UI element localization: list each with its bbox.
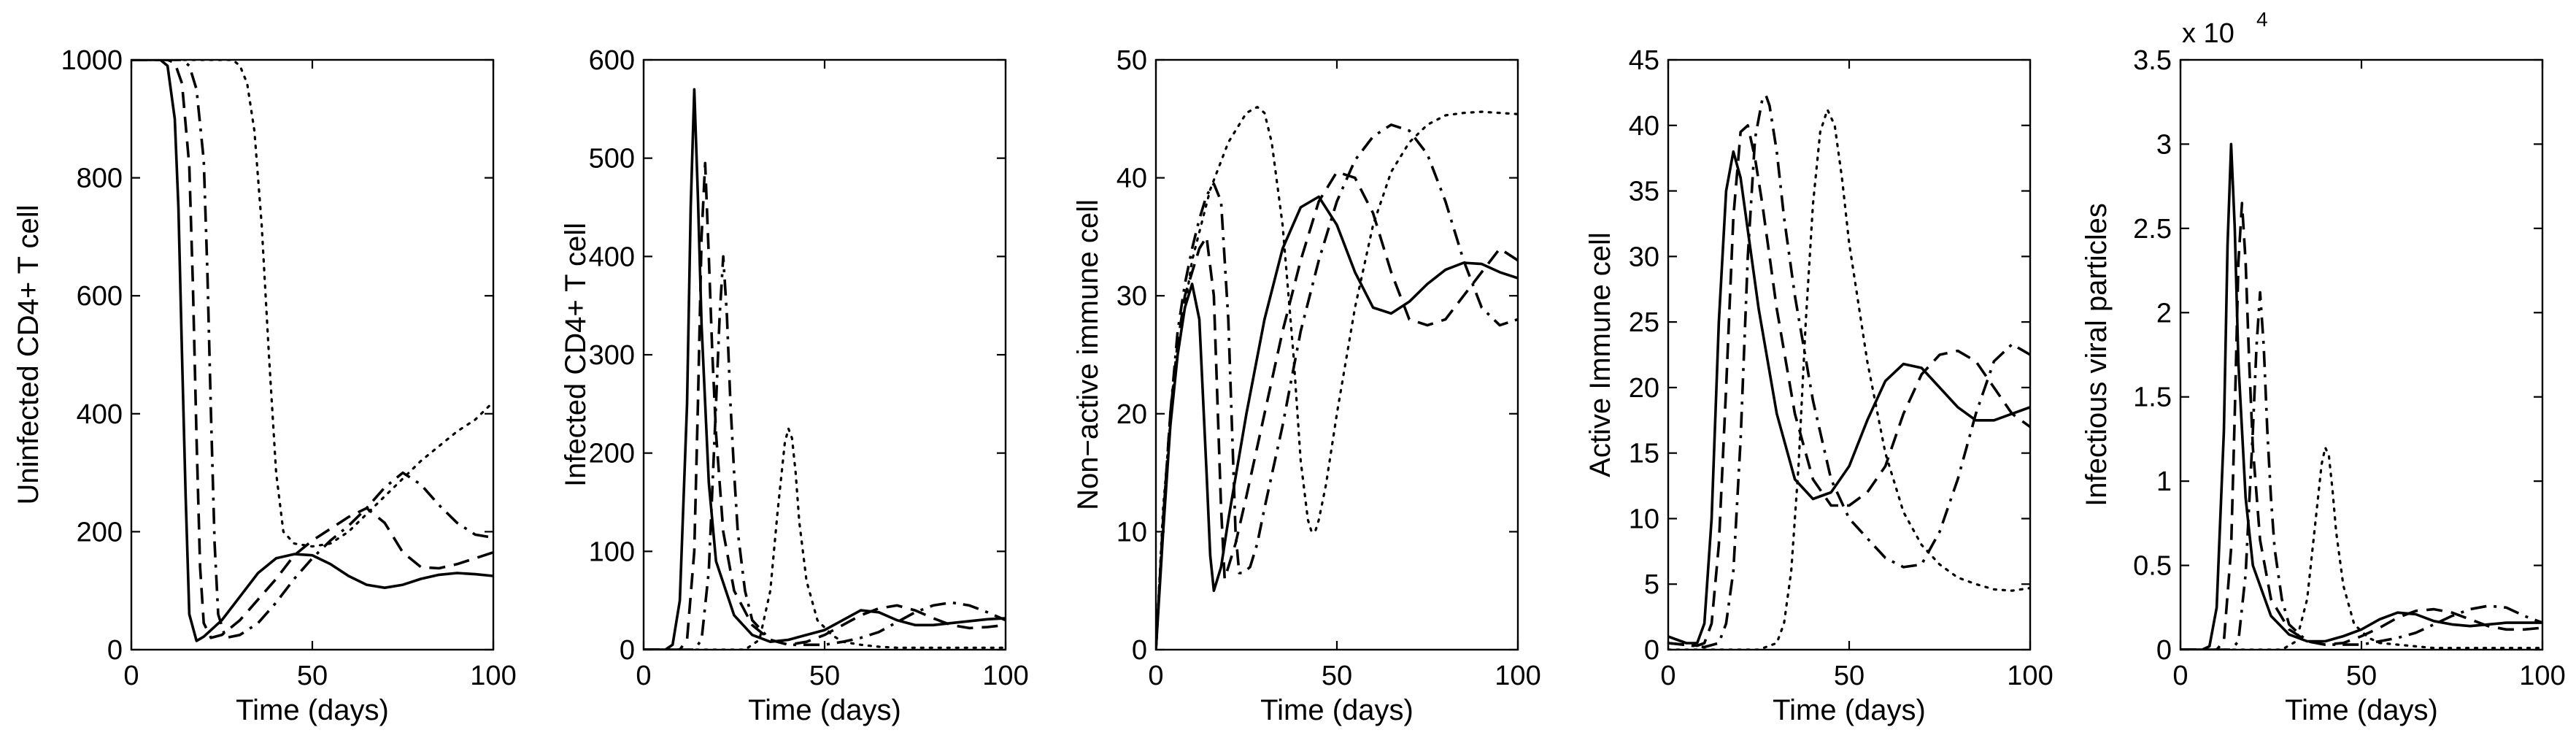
y-tick-label: 800 xyxy=(77,164,123,194)
x-tick-label: 50 xyxy=(809,661,840,691)
y-tick-label: 0 xyxy=(107,635,123,666)
chart-panel-5: 0 50 100 0 0.5 1 1.5 2 2.5 3 3.5 Time (days) Infecti… xyxy=(2081,8,2566,726)
series-line-dashdot xyxy=(131,60,493,639)
series-line-dashed xyxy=(2180,201,2542,650)
y-tick-label: 50 xyxy=(1117,45,1147,76)
y-tick-label: 40 xyxy=(1629,111,1659,142)
y-axis-label: Infected CD4+ T cell xyxy=(560,223,592,487)
y-tick-label: 2 xyxy=(2156,298,2172,328)
series-group xyxy=(2180,142,2542,650)
series-line-dotted xyxy=(644,427,1006,650)
y-tick-label: 300 xyxy=(589,340,635,371)
y-tick-label: 5 xyxy=(1644,569,1659,600)
series-line-dashdot xyxy=(1156,123,1518,650)
axis-exponent-power: 4 xyxy=(2256,8,2268,31)
y-tick-label: 600 xyxy=(589,45,635,76)
y-tick-label: 0 xyxy=(2156,635,2172,666)
series-line-solid xyxy=(1668,150,2030,645)
y-tick-label: 25 xyxy=(1629,307,1659,338)
series-group xyxy=(644,88,1006,650)
x-axis-label: Time (days) xyxy=(1260,694,1414,726)
axes-frame xyxy=(130,58,495,651)
series-line-dotted xyxy=(1156,106,1518,650)
x-tick-label: 0 xyxy=(1660,661,1675,691)
x-tick-label: 100 xyxy=(2007,661,2053,691)
series-line-dashdot xyxy=(1668,93,2030,649)
axes-frame xyxy=(1667,58,2032,651)
chart-panel-2: 0 50 100 0 100 200 300 400 500 600 Time (days) Infe… xyxy=(560,45,1029,726)
series-line-solid xyxy=(1156,195,1518,650)
series-line-dashed xyxy=(131,60,493,639)
x-axis-label: Time (days) xyxy=(748,694,901,726)
y-tick-label: 0 xyxy=(1132,635,1147,666)
x-tick-label: 100 xyxy=(982,661,1028,691)
chart-panel-4: 0 50 100 0 5 10 15 20 25 30 35 40 45 Time (days) Activ… xyxy=(1584,45,2054,726)
y-tick-label: 35 xyxy=(1629,177,1659,207)
x-tick-label: 50 xyxy=(1322,661,1352,691)
y-tick-label: 500 xyxy=(589,144,635,174)
x-tick-label: 100 xyxy=(470,661,516,691)
y-tick-label: 400 xyxy=(77,399,123,430)
y-tick-label: 200 xyxy=(589,439,635,469)
series-line-solid xyxy=(131,60,493,642)
x-tick-label: 100 xyxy=(1495,661,1540,691)
axis-exponent-label: x 10 xyxy=(2182,18,2234,49)
y-tick-label: 10 xyxy=(1117,517,1147,547)
y-tick-label: 40 xyxy=(1117,164,1147,194)
y-tick-label: 0 xyxy=(620,635,635,666)
y-tick-label: 200 xyxy=(77,517,123,547)
x-axis-label: Time (days) xyxy=(236,694,389,726)
x-tick-label: 100 xyxy=(2519,661,2565,691)
y-tick-label: 0.5 xyxy=(2133,551,2172,582)
y-tick-label: 3.5 xyxy=(2133,45,2172,76)
x-tick-label: 50 xyxy=(297,661,328,691)
y-tick-label: 15 xyxy=(1629,439,1659,469)
y-tick-label: 20 xyxy=(1117,399,1147,430)
y-axis-label: Infectious viral particles xyxy=(2081,203,2113,507)
y-axis-label: Active Immune cell xyxy=(1584,232,1616,477)
series-line-solid xyxy=(2180,142,2542,650)
y-tick-label: 10 xyxy=(1629,504,1659,534)
series-line-dashed xyxy=(1668,124,2030,647)
series-line-dashdot xyxy=(2180,291,2542,650)
y-tick-label: 1000 xyxy=(61,45,123,76)
y-axis-label: Non−active immune cell xyxy=(1072,199,1104,510)
x-tick-label: 0 xyxy=(2172,661,2188,691)
series-line-dashed xyxy=(1156,170,1518,650)
x-tick-label: 0 xyxy=(1148,661,1163,691)
y-tick-label: 0 xyxy=(1644,635,1659,666)
series-line-dotted xyxy=(2180,446,2542,650)
y-tick-label: 20 xyxy=(1629,373,1659,404)
x-tick-label: 0 xyxy=(123,661,139,691)
y-tick-label: 600 xyxy=(77,281,123,312)
y-tick-label: 3 xyxy=(2156,129,2172,160)
y-tick-label: 30 xyxy=(1117,281,1147,312)
x-axis-label: Time (days) xyxy=(1773,694,1926,726)
y-tick-label: 45 xyxy=(1629,45,1659,76)
y-tick-label: 1.5 xyxy=(2133,383,2172,413)
series-line-dotted xyxy=(131,60,493,548)
series-group xyxy=(1668,93,2030,650)
series-group xyxy=(131,60,493,642)
x-tick-label: 0 xyxy=(636,661,651,691)
y-tick-label: 2.5 xyxy=(2133,214,2172,245)
y-tick-label: 1 xyxy=(2156,466,2172,497)
y-tick-label: 100 xyxy=(589,537,635,567)
y-tick-label: 400 xyxy=(589,242,635,272)
series-line-dotted xyxy=(1668,108,2030,650)
y-tick-label: 30 xyxy=(1629,242,1659,272)
x-tick-label: 50 xyxy=(1834,661,1864,691)
axes-frame xyxy=(2179,58,2544,651)
series-line-solid xyxy=(644,88,1006,650)
series-group xyxy=(1156,106,1518,650)
x-tick-label: 50 xyxy=(2346,661,2377,691)
y-axis-label: Uninfected CD4+ T cell xyxy=(12,205,45,505)
x-axis-label: Time (days) xyxy=(2285,694,2438,726)
